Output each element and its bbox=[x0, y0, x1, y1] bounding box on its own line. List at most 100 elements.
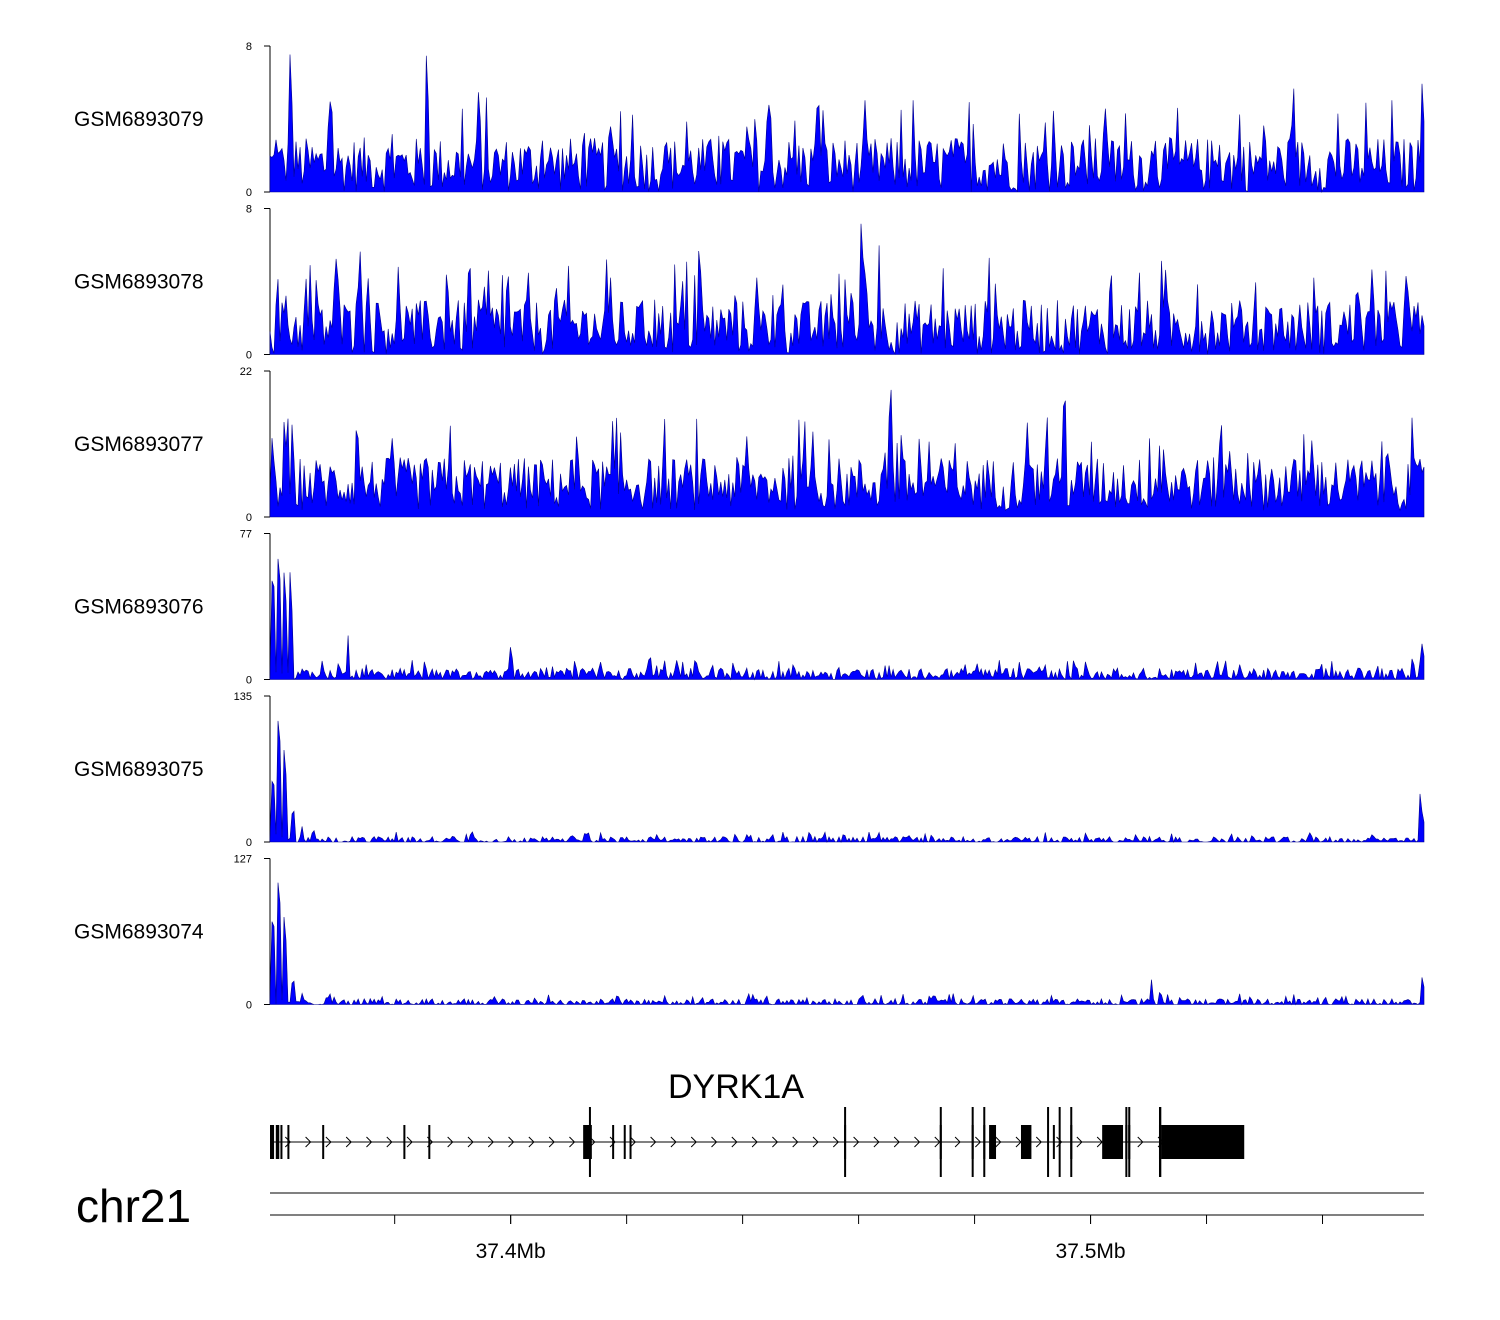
coverage-track: GSM6893076 77 0 bbox=[74, 529, 1425, 687]
gene-exon-boundary bbox=[588, 1107, 591, 1177]
gene-exon-boundary bbox=[939, 1107, 942, 1177]
gene-exon bbox=[275, 1125, 280, 1159]
gene-exon bbox=[1052, 1125, 1055, 1159]
gene-exon bbox=[403, 1125, 406, 1159]
strand-arrow bbox=[914, 1136, 921, 1148]
gene-exon bbox=[1020, 1125, 1032, 1159]
strand-arrow bbox=[284, 1136, 292, 1148]
coverage-signal bbox=[269, 558, 1425, 681]
strand-arrow bbox=[467, 1136, 474, 1148]
strand-arrow bbox=[812, 1136, 819, 1148]
strand-arrow bbox=[386, 1136, 393, 1148]
gene-exon-boundary bbox=[1070, 1107, 1073, 1177]
strand-arrow bbox=[629, 1136, 637, 1148]
coverage-track: GSM6893074 127 0 bbox=[74, 854, 1425, 1012]
strand-arrow bbox=[569, 1136, 576, 1148]
gene-exon-boundary bbox=[1047, 1107, 1050, 1177]
gene-exon-boundary bbox=[1128, 1107, 1131, 1177]
y-min-label: 0 bbox=[246, 512, 252, 524]
track-label: GSM6893079 bbox=[74, 108, 204, 131]
gene-exon-boundary bbox=[971, 1107, 974, 1177]
strand-arrow bbox=[792, 1136, 799, 1148]
strand-arrow bbox=[1056, 1136, 1063, 1148]
coverage-signal bbox=[269, 389, 1425, 518]
genome-axis: chr21 37.4Mb 37.5Mb bbox=[76, 1180, 1424, 1263]
strand-arrow bbox=[366, 1136, 373, 1148]
track-label: GSM6893076 bbox=[74, 596, 204, 619]
strand-arrow bbox=[670, 1136, 677, 1148]
coverage-tracks: GSM689307980GSM689307880GSM6893077220GSM… bbox=[74, 41, 1425, 1012]
coverage-track: GSM6893078 8 0 bbox=[74, 204, 1425, 362]
strand-arrow bbox=[690, 1136, 697, 1148]
track-label: GSM6893075 bbox=[74, 758, 204, 781]
coverage-signal bbox=[269, 882, 1425, 1006]
coverage-signal bbox=[269, 720, 1425, 844]
strand-arrow bbox=[609, 1136, 616, 1148]
strand-arrow bbox=[345, 1136, 352, 1148]
strand-arrow bbox=[711, 1136, 718, 1148]
coverage-track: GSM6893075 135 0 bbox=[74, 691, 1425, 849]
strand-arrow bbox=[650, 1136, 657, 1148]
strand-arrow bbox=[873, 1136, 880, 1148]
gene-exon bbox=[629, 1125, 632, 1159]
strand-arrow bbox=[487, 1136, 494, 1148]
strand-arrow bbox=[528, 1136, 535, 1148]
y-max-label: 8 bbox=[246, 204, 252, 216]
coverage-track: GSM6893079 8 0 bbox=[74, 41, 1425, 199]
gene-exon-boundary bbox=[1125, 1107, 1128, 1177]
y-max-label: 135 bbox=[234, 691, 252, 703]
gene-exon bbox=[989, 1125, 997, 1159]
strand-arrow bbox=[975, 1136, 982, 1148]
coverage-signal bbox=[269, 223, 1425, 355]
gene-exon bbox=[612, 1125, 615, 1159]
gene-exon-boundary bbox=[1058, 1107, 1061, 1177]
gene-exon bbox=[623, 1125, 626, 1159]
gene-exon bbox=[280, 1125, 283, 1159]
y-max-label: 127 bbox=[234, 854, 252, 866]
strand-arrow bbox=[508, 1136, 515, 1148]
strand-arrow bbox=[751, 1136, 758, 1148]
strand-arrow bbox=[893, 1136, 900, 1148]
strand-arrow bbox=[548, 1136, 555, 1148]
gene-exon bbox=[322, 1125, 325, 1159]
coverage-signal bbox=[269, 54, 1425, 193]
strand-arrow bbox=[954, 1136, 961, 1148]
strand-arrow bbox=[305, 1136, 312, 1148]
strand-arrow bbox=[1137, 1136, 1144, 1148]
gene-exon bbox=[428, 1125, 431, 1159]
strand-arrow bbox=[447, 1136, 454, 1148]
strand-arrow bbox=[772, 1136, 779, 1148]
y-min-label: 0 bbox=[246, 350, 252, 362]
gene-exon bbox=[1161, 1125, 1245, 1159]
strand-arrow bbox=[1035, 1136, 1042, 1148]
y-max-label: 22 bbox=[240, 366, 252, 378]
axis-tick-label: 37.5Mb bbox=[1056, 1240, 1126, 1263]
track-label: GSM6893074 bbox=[74, 921, 204, 944]
gene-name-label: DYRK1A bbox=[668, 1068, 804, 1106]
strand-arrow bbox=[731, 1136, 738, 1148]
y-min-label: 0 bbox=[246, 1000, 252, 1012]
y-min-label: 0 bbox=[246, 675, 252, 687]
strand-arrow bbox=[325, 1136, 332, 1148]
gene-exon bbox=[1102, 1125, 1124, 1159]
y-min-label: 0 bbox=[246, 187, 252, 199]
axis-tick-label: 37.4Mb bbox=[476, 1240, 546, 1263]
gene-exon-boundary bbox=[1158, 1107, 1162, 1177]
chromosome-label: chr21 bbox=[76, 1180, 191, 1232]
y-max-label: 8 bbox=[246, 41, 252, 53]
coverage-track: GSM6893077 22 0 bbox=[74, 366, 1425, 524]
track-label: GSM6893078 bbox=[74, 271, 204, 294]
y-min-label: 0 bbox=[246, 837, 252, 849]
gene-exon bbox=[270, 1125, 275, 1159]
track-label: GSM6893077 bbox=[74, 433, 204, 456]
gene-annotation-track: DYRK1A bbox=[270, 1068, 1245, 1177]
gene-exon bbox=[287, 1125, 290, 1159]
gene-exon bbox=[583, 1125, 592, 1159]
strand-arrow bbox=[1076, 1136, 1083, 1148]
strand-arrow bbox=[995, 1136, 1002, 1148]
gene-exon-boundary bbox=[844, 1107, 847, 1177]
y-max-label: 77 bbox=[240, 529, 252, 541]
strand-arrow bbox=[406, 1136, 413, 1148]
strand-arrow bbox=[853, 1136, 860, 1148]
